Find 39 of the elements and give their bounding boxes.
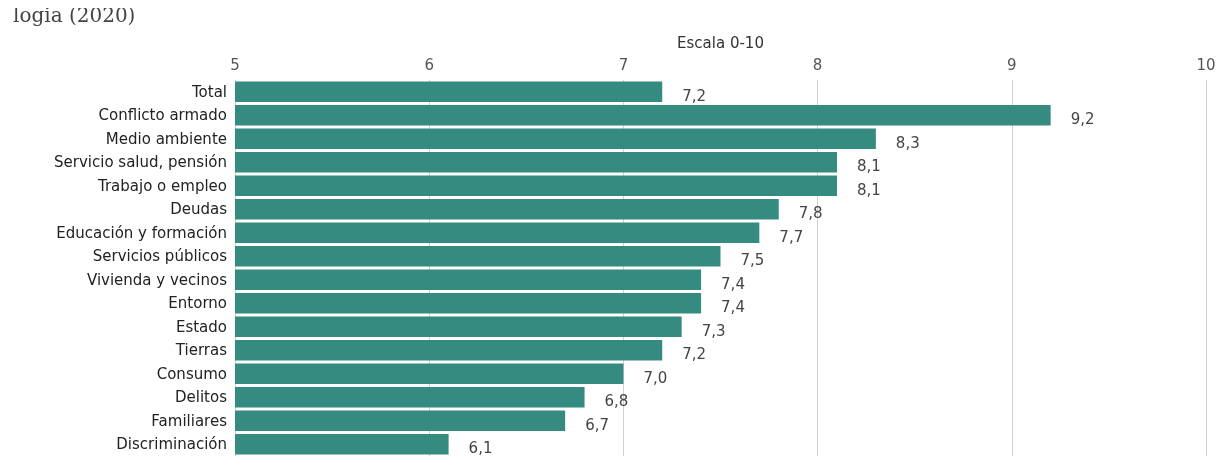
x-tick-label: 6 [424,55,434,74]
data-label: 7,7 [779,227,804,246]
data-label: 9,2 [1070,110,1095,129]
data-label: 7,4 [721,298,745,317]
data-label: 7,0 [643,368,668,387]
y-tick-label: Trabajo o empleo [96,176,227,195]
x-axis-title: Escala 0-10 [677,33,764,52]
y-tick-label: Discriminación [116,435,227,454]
data-label: 7,8 [798,204,823,223]
data-label: 6,1 [468,439,493,458]
y-tick-label: Familiares [151,411,228,430]
y-tick-label: Deudas [170,200,228,219]
x-tick-label: 9 [1007,55,1017,74]
y-tick-label: Delitos [175,388,228,407]
y-tick-label: Educación y formación [56,223,227,242]
y-tick-label: Medio ambiente [105,129,227,148]
data-label: 7,2 [682,86,707,105]
y-tick-label: Entorno [168,294,227,313]
x-tick-label: 7 [618,55,629,74]
x-tick-label: 8 [812,55,823,74]
x-tick-label: 10 [1196,55,1216,74]
data-label: 8,3 [895,133,920,152]
y-tick-label: Tierras [174,341,228,360]
data-label: 7,5 [740,251,765,270]
x-tick-label: 5 [230,55,240,74]
y-tick-label: Conflicto armado [98,106,227,125]
y-tick-label: Servicios públicos [92,247,228,266]
y-tick-label: Consumo [156,364,227,383]
data-label: 6,7 [585,415,609,434]
data-label: 8,1 [857,157,881,176]
data-label: 7,4 [721,274,745,293]
y-tick-label: Servicio salud, pensión [54,153,227,172]
y-tick-label: Total [190,82,227,101]
data-label: 7,2 [682,345,707,364]
data-label: 7,3 [701,321,726,340]
y-tick-label: Estado [175,317,227,336]
y-tick-label: Vivienda y vecinos [86,270,228,289]
data-label: 8,1 [857,180,881,199]
data-label: 6,8 [604,392,629,411]
